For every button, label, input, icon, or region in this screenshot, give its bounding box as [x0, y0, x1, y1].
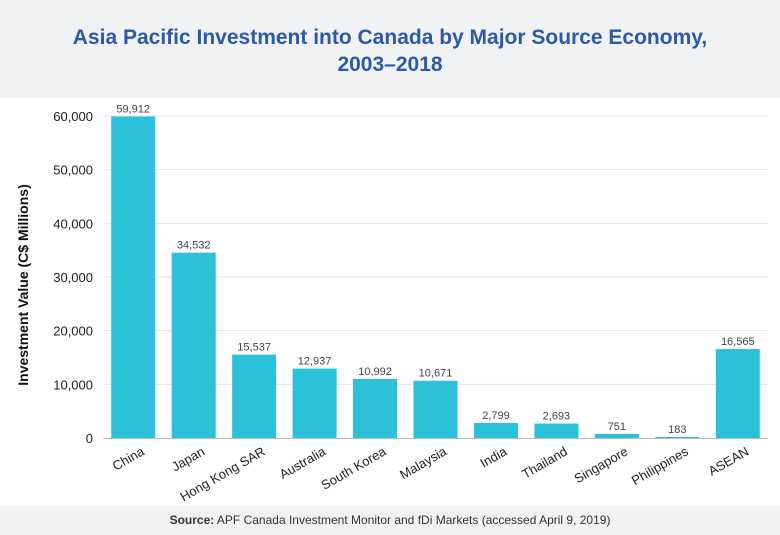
- x-tick-label: Japan: [169, 444, 207, 475]
- x-tick-label: Philippines: [629, 443, 691, 488]
- data-label: 10,671: [419, 368, 453, 380]
- bar-malaysia: [413, 380, 458, 438]
- bar-philippines: [655, 437, 700, 438]
- bars: [111, 116, 760, 439]
- data-label: 12,937: [298, 356, 332, 368]
- x-tick-label: South Korea: [318, 443, 389, 493]
- x-tick-label: China: [110, 443, 148, 473]
- bar-asean: [715, 349, 760, 438]
- data-label: 34,532: [177, 240, 211, 252]
- bar-india: [473, 422, 518, 438]
- chart-title-line-1: Asia Pacific Investment into Canada by M…: [72, 26, 708, 49]
- source-text: APF Canada Investment Monitor and fDi Ma…: [216, 513, 611, 527]
- bar-china: [111, 116, 156, 439]
- source-label: Source:: [169, 513, 215, 527]
- x-tick-label: Australia: [277, 443, 329, 482]
- data-label: 59,912: [116, 103, 150, 115]
- x-tick-label: Thailand: [519, 444, 570, 482]
- y-axis-label: Investment Value (C$ Millions): [15, 184, 31, 386]
- x-tick-label: India: [478, 443, 511, 470]
- data-label: 16,565: [721, 336, 755, 348]
- chart-title-line-2: 2003–2018: [337, 53, 443, 76]
- bar-hong-kong-sar: [232, 354, 277, 438]
- y-tick-label: 0: [86, 431, 93, 446]
- y-tick-label: 10,000: [53, 377, 93, 392]
- bar-thailand: [534, 423, 579, 438]
- chart-title: Asia Pacific Investment into Canada by M…: [20, 24, 760, 78]
- y-tick-label: 40,000: [53, 216, 93, 231]
- source-note: Source: APF Canada Investment Monitor an…: [0, 513, 780, 527]
- bar-australia: [292, 368, 337, 438]
- y-tick-label: 50,000: [53, 163, 93, 178]
- y-tick-label: 60,000: [53, 109, 93, 124]
- data-label: 751: [608, 421, 626, 433]
- data-labels: 59,912 34,532 15,537 12,937 10,992 10,671 2,79…: [116, 103, 754, 436]
- x-tick-label: Singapore: [572, 444, 631, 487]
- x-tick-label: Malaysia: [397, 443, 450, 482]
- bar-japan: [171, 252, 216, 438]
- data-label: 10,992: [358, 366, 392, 378]
- data-label: 2,799: [482, 410, 510, 422]
- bar-chart: 0 10,000 20,000 30,000 40,000 50,000 60,000 59…: [15, 103, 768, 504]
- bar-singapore: [594, 433, 639, 438]
- data-label: 15,537: [237, 342, 271, 354]
- x-tick-label: ASEAN: [706, 444, 752, 479]
- y-tick-label: 20,000: [53, 324, 93, 339]
- title-panel: Asia Pacific Investment into Canada by M…: [0, 0, 780, 98]
- y-tick-label: 30,000: [53, 270, 93, 285]
- y-axis-ticks: 0 10,000 20,000 30,000 40,000 50,000 60,000: [53, 109, 93, 446]
- data-label: 183: [668, 424, 686, 436]
- bar-south-korea: [353, 379, 398, 438]
- source-panel: Source: APF Canada Investment Monitor an…: [0, 506, 780, 535]
- data-label: 2,693: [543, 411, 571, 423]
